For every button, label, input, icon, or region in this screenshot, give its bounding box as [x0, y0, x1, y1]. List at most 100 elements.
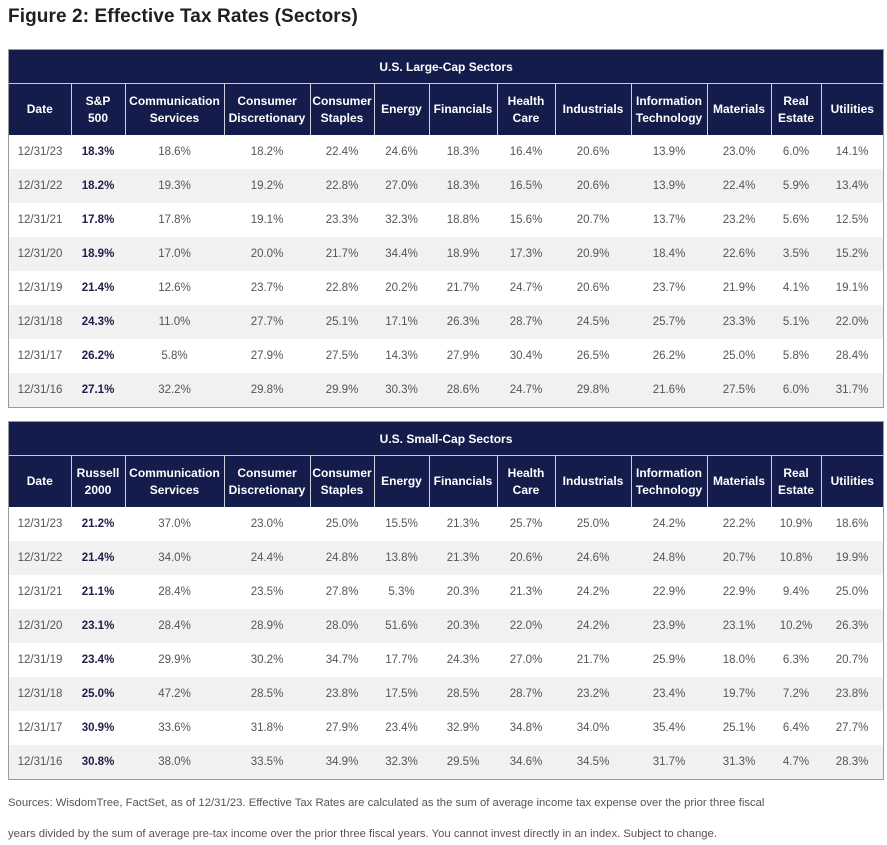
- sector-rate-cell: 19.3%: [125, 169, 224, 203]
- sector-rate-cell: 13.8%: [374, 541, 429, 575]
- sector-rate-cell: 20.6%: [555, 169, 631, 203]
- column-header-line: Energy: [381, 474, 422, 488]
- sector-rate-cell: 20.6%: [497, 541, 555, 575]
- column-header: Communication Services: [125, 83, 225, 135]
- column-header-line: Financials: [433, 474, 493, 488]
- column-header-line: Industrials: [562, 102, 624, 116]
- column-header-line: Estate: [777, 482, 815, 497]
- sector-rate-cell: 27.9%: [446, 350, 480, 362]
- sector-rate-cell: 26.2%: [652, 350, 686, 362]
- sector-rate-cell: 23.5%: [250, 586, 284, 598]
- table-row: 12/31/18 25.0% 47.2% 28.5% 23.8% 17.5% 28.5% 28…: [9, 677, 884, 711]
- sector-rate-cell: 31.7%: [821, 373, 884, 407]
- column-header: Financials: [429, 455, 498, 507]
- column-header-line: Materials: [712, 102, 766, 116]
- column-header-line: Consumer: [237, 465, 297, 480]
- table-row: 12/31/21 17.8% 17.8% 19.1% 23.3% 32.3% 18.8% 15…: [9, 203, 883, 237]
- sector-rate-cell: 32.2%: [125, 373, 224, 407]
- sector-rate-cell: 33.5%: [224, 745, 310, 779]
- header-row: Date Russell 2000 Communication Services Cons…: [9, 455, 884, 507]
- column-header: Russell 2000: [71, 455, 126, 507]
- column-header-line: Technology: [635, 110, 703, 125]
- sector-rate-cell: 32.3%: [385, 214, 418, 226]
- sector-rate-cell: 24.7%: [509, 282, 543, 294]
- sector-rate-cell: 28.9%: [224, 609, 310, 643]
- sector-rate-cell: 21.3%: [509, 586, 543, 598]
- sector-rate-cell: 5.3%: [388, 586, 415, 598]
- index-rate-cell: 18.3%: [81, 146, 115, 158]
- column-header-line: Date: [26, 474, 53, 488]
- sector-rate-cell: 34.0%: [576, 722, 610, 734]
- sector-rate-cell: 20.7%: [576, 214, 610, 226]
- column-header: Communication Services: [125, 455, 225, 507]
- sector-rate-cell: 27.5%: [325, 350, 359, 362]
- sector-rate-cell: 4.1%: [782, 282, 810, 294]
- sector-rate-cell: 30.4%: [509, 350, 543, 362]
- sector-rate-cell: 24.6%: [385, 146, 418, 158]
- sector-rate-cell: 31.3%: [707, 745, 771, 779]
- column-header: Energy: [374, 455, 430, 507]
- sector-rate-cell: 5.8%: [782, 350, 810, 362]
- sector-rate-cell: 21.7%: [576, 654, 610, 666]
- sector-rate-cell: 6.4%: [782, 722, 810, 734]
- sector-rate-cell: 16.4%: [509, 146, 543, 158]
- column-header-line: Discretionary: [228, 482, 306, 497]
- sector-rate-cell: 20.3%: [429, 609, 497, 643]
- date-cell: 12/31/20: [9, 609, 71, 643]
- column-header-line: Health: [507, 465, 545, 480]
- sector-rate-cell: 13.9%: [652, 146, 686, 158]
- column-header: Health Care: [497, 455, 556, 507]
- sector-rate-cell: 22.9%: [652, 586, 686, 598]
- sector-rate-cell: 22.6%: [707, 237, 771, 271]
- sector-rate-cell: 17.8%: [158, 214, 191, 226]
- sector-rate-cell: 13.7%: [652, 214, 686, 226]
- sector-rate-cell: 23.7%: [652, 282, 686, 294]
- column-header-line: Consumer: [312, 465, 372, 480]
- column-header: Financials: [429, 83, 498, 135]
- sector-rate-cell: 28.5%: [224, 677, 310, 711]
- table-row: 12/31/17 26.2% 5.8% 27.9% 27.5% 14.3% 27.9% 30.…: [9, 339, 883, 373]
- sector-rate-cell: 21.7%: [446, 282, 480, 294]
- sector-rate-cell: 22.8%: [325, 282, 359, 294]
- index-rate-cell: 25.0%: [71, 677, 125, 711]
- sector-rate-cell: 13.4%: [821, 169, 884, 203]
- sector-rate-cell: 27.7%: [835, 722, 869, 734]
- table-row: 12/31/20 23.1% 28.4% 28.9% 28.0% 51.6% 20.3% 22…: [9, 609, 884, 643]
- index-rate-cell: 21.2%: [81, 518, 115, 530]
- footnote-line-2: years divided by the sum of average pre-…: [8, 828, 717, 840]
- sector-rate-cell: 18.2%: [250, 146, 284, 158]
- index-rate-cell: 24.3%: [71, 305, 125, 339]
- sector-rate-cell: 20.3%: [446, 586, 480, 598]
- sector-rate-cell: 17.0%: [125, 237, 224, 271]
- date-cell: 12/31/21: [17, 586, 63, 598]
- sector-rate-cell: 5.9%: [771, 169, 821, 203]
- date-cell: 12/31/21: [17, 214, 63, 226]
- sector-rate-cell: 3.5%: [771, 237, 821, 271]
- sector-rate-cell: 27.9%: [250, 350, 284, 362]
- table-row: 12/31/19 23.4% 29.9% 30.2% 34.7% 17.7% 24.3% 27…: [9, 643, 883, 677]
- sector-rate-cell: 24.2%: [576, 586, 610, 598]
- sector-rate-cell: 12.5%: [835, 214, 869, 226]
- sector-rate-cell: 12.6%: [158, 282, 191, 294]
- sector-rate-cell: 27.9%: [325, 722, 359, 734]
- footnote-line-1: Sources: WisdomTree, FactSet, as of 12/3…: [8, 797, 765, 809]
- index-rate-cell: 18.9%: [71, 237, 125, 271]
- column-header: Utilities: [821, 83, 884, 135]
- sector-rate-cell: 22.4%: [707, 169, 771, 203]
- sector-rate-cell: 34.4%: [374, 237, 429, 271]
- sector-rate-cell: 35.4%: [652, 722, 686, 734]
- sector-rate-cell: 28.4%: [835, 350, 869, 362]
- sector-rate-cell: 29.5%: [429, 745, 497, 779]
- table-row: 12/31/20 18.9% 17.0% 20.0% 21.7% 34.4% 18.9% 17…: [9, 237, 884, 271]
- table-caption: U.S. Large-Cap Sectors: [9, 50, 884, 84]
- date-cell: 12/31/18: [9, 677, 71, 711]
- sector-rate-cell: 20.7%: [835, 654, 869, 666]
- sector-rate-cell: 29.8%: [224, 373, 310, 407]
- sector-rate-cell: 31.8%: [250, 722, 284, 734]
- column-header: Consumer Discretionary: [224, 83, 311, 135]
- column-header: Consumer Staples: [310, 83, 375, 135]
- sector-rate-cell: 10.2%: [771, 609, 821, 643]
- header-row: Date S&P 500 Communication Services Consumer D…: [9, 83, 884, 135]
- table-row: 12/31/18 24.3% 11.0% 27.7% 25.1% 17.1% 26.3% 28…: [9, 305, 884, 339]
- sector-rate-cell: 18.0%: [722, 654, 756, 666]
